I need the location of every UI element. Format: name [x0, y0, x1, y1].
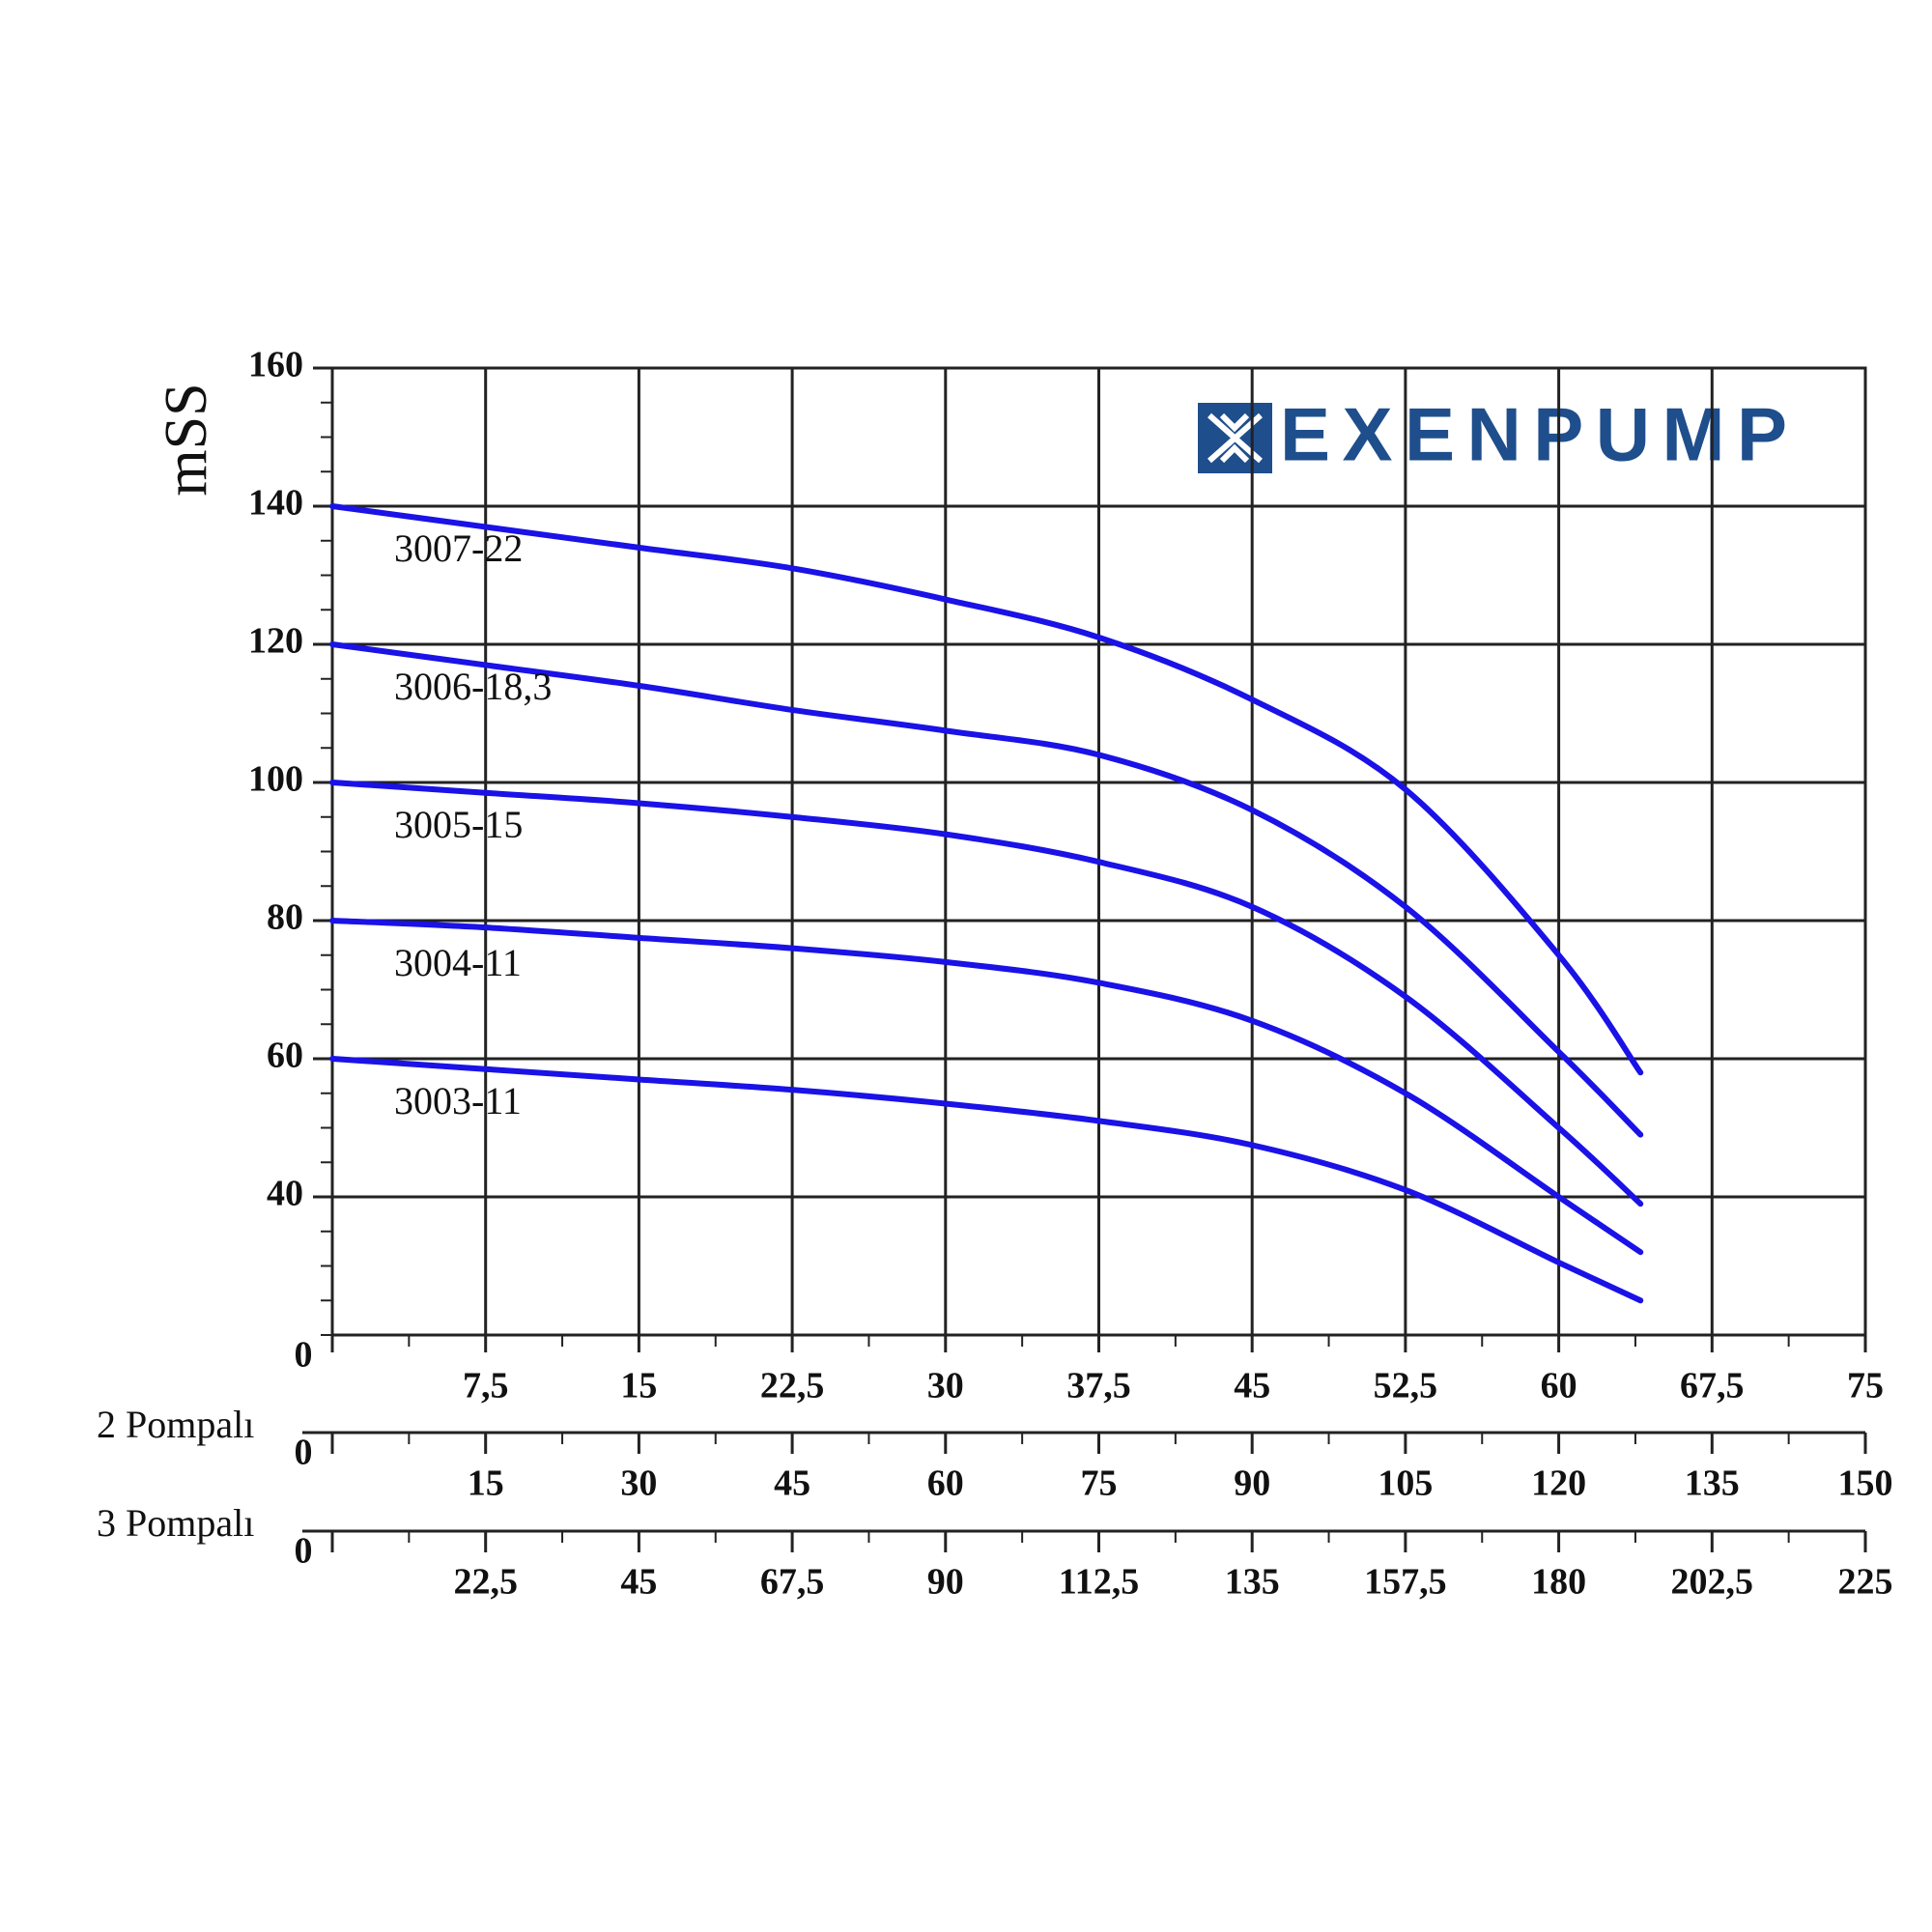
- y-tick-label: 120: [248, 621, 303, 662]
- y-tick-label: 60: [267, 1036, 303, 1076]
- secondary-tick-label: 135: [1225, 1562, 1280, 1603]
- series-line: [329, 1056, 1644, 1304]
- secondary-tick-label: 45: [774, 1463, 810, 1504]
- secondary-tick-label: 45: [620, 1562, 657, 1603]
- secondary-tick-label: 75: [1081, 1463, 1118, 1504]
- secondary-tick-label: 120: [1531, 1463, 1586, 1504]
- y-tick-label: 100: [248, 759, 303, 800]
- secondary-tick-label: 135: [1685, 1463, 1740, 1504]
- secondary-tick-label: 157,5: [1364, 1562, 1447, 1603]
- secondary-tick-label: 202,5: [1671, 1562, 1754, 1603]
- secondary-axis-label: 3 Pompalı: [97, 1501, 254, 1545]
- secondary-tick-label: 150: [1838, 1463, 1893, 1504]
- secondary-tick-label: 0: [295, 1531, 313, 1572]
- x-tick-label: 15: [620, 1366, 657, 1406]
- x-tick-label: 67,5: [1680, 1366, 1745, 1406]
- x-tick-label: 30: [927, 1366, 964, 1406]
- series-line: [329, 641, 1644, 1138]
- series-line: [329, 503, 1644, 1076]
- y-axis-label: mSS: [154, 383, 219, 496]
- x-tick-label: 60: [1541, 1366, 1577, 1406]
- secondary-axis-label: 2 Pompalı: [97, 1403, 254, 1446]
- secondary-tick-label: 0: [295, 1433, 313, 1473]
- x-tick-label: 0: [295, 1335, 313, 1376]
- x-tick-label: 52,5: [1374, 1366, 1438, 1406]
- secondary-tick-label: 67,5: [760, 1562, 825, 1603]
- series-label: 3005-15: [394, 803, 523, 846]
- y-tick-label: 40: [267, 1174, 303, 1214]
- x-tick-label: 45: [1234, 1366, 1270, 1406]
- series-label: 3003-11: [394, 1079, 522, 1122]
- series-line: [329, 780, 1644, 1208]
- series-line: [329, 918, 1644, 1256]
- secondary-tick-label: 180: [1531, 1562, 1586, 1603]
- secondary-tick-label: 30: [620, 1463, 657, 1504]
- secondary-tick-label: 112,5: [1059, 1562, 1139, 1603]
- secondary-tick-label: 90: [927, 1562, 964, 1603]
- x-tick-label: 7,5: [463, 1366, 509, 1406]
- y-tick-label: 160: [248, 345, 303, 385]
- logo-text: EXENPUMP: [1280, 392, 1787, 477]
- series-label: 3004-11: [394, 941, 522, 984]
- x-tick-label: 75: [1847, 1366, 1884, 1406]
- x-tick-label: 37,5: [1066, 1366, 1131, 1406]
- y-tick-label: 80: [267, 897, 303, 938]
- secondary-tick-label: 225: [1838, 1562, 1893, 1603]
- secondary-tick-label: 15: [468, 1463, 504, 1504]
- series-label: 3006-18,3: [394, 665, 552, 708]
- logo: EXENPUMP: [1198, 392, 1787, 477]
- x-tick-label: 22,5: [760, 1366, 825, 1406]
- y-tick-label: 140: [248, 483, 303, 524]
- logo-icon-cross: [1208, 412, 1263, 464]
- secondary-tick-label: 105: [1378, 1463, 1433, 1504]
- secondary-tick-label: 60: [927, 1463, 964, 1504]
- secondary-tick-label: 22,5: [453, 1562, 518, 1603]
- series-label: 3007-22: [394, 526, 523, 570]
- secondary-tick-label: 90: [1234, 1463, 1270, 1504]
